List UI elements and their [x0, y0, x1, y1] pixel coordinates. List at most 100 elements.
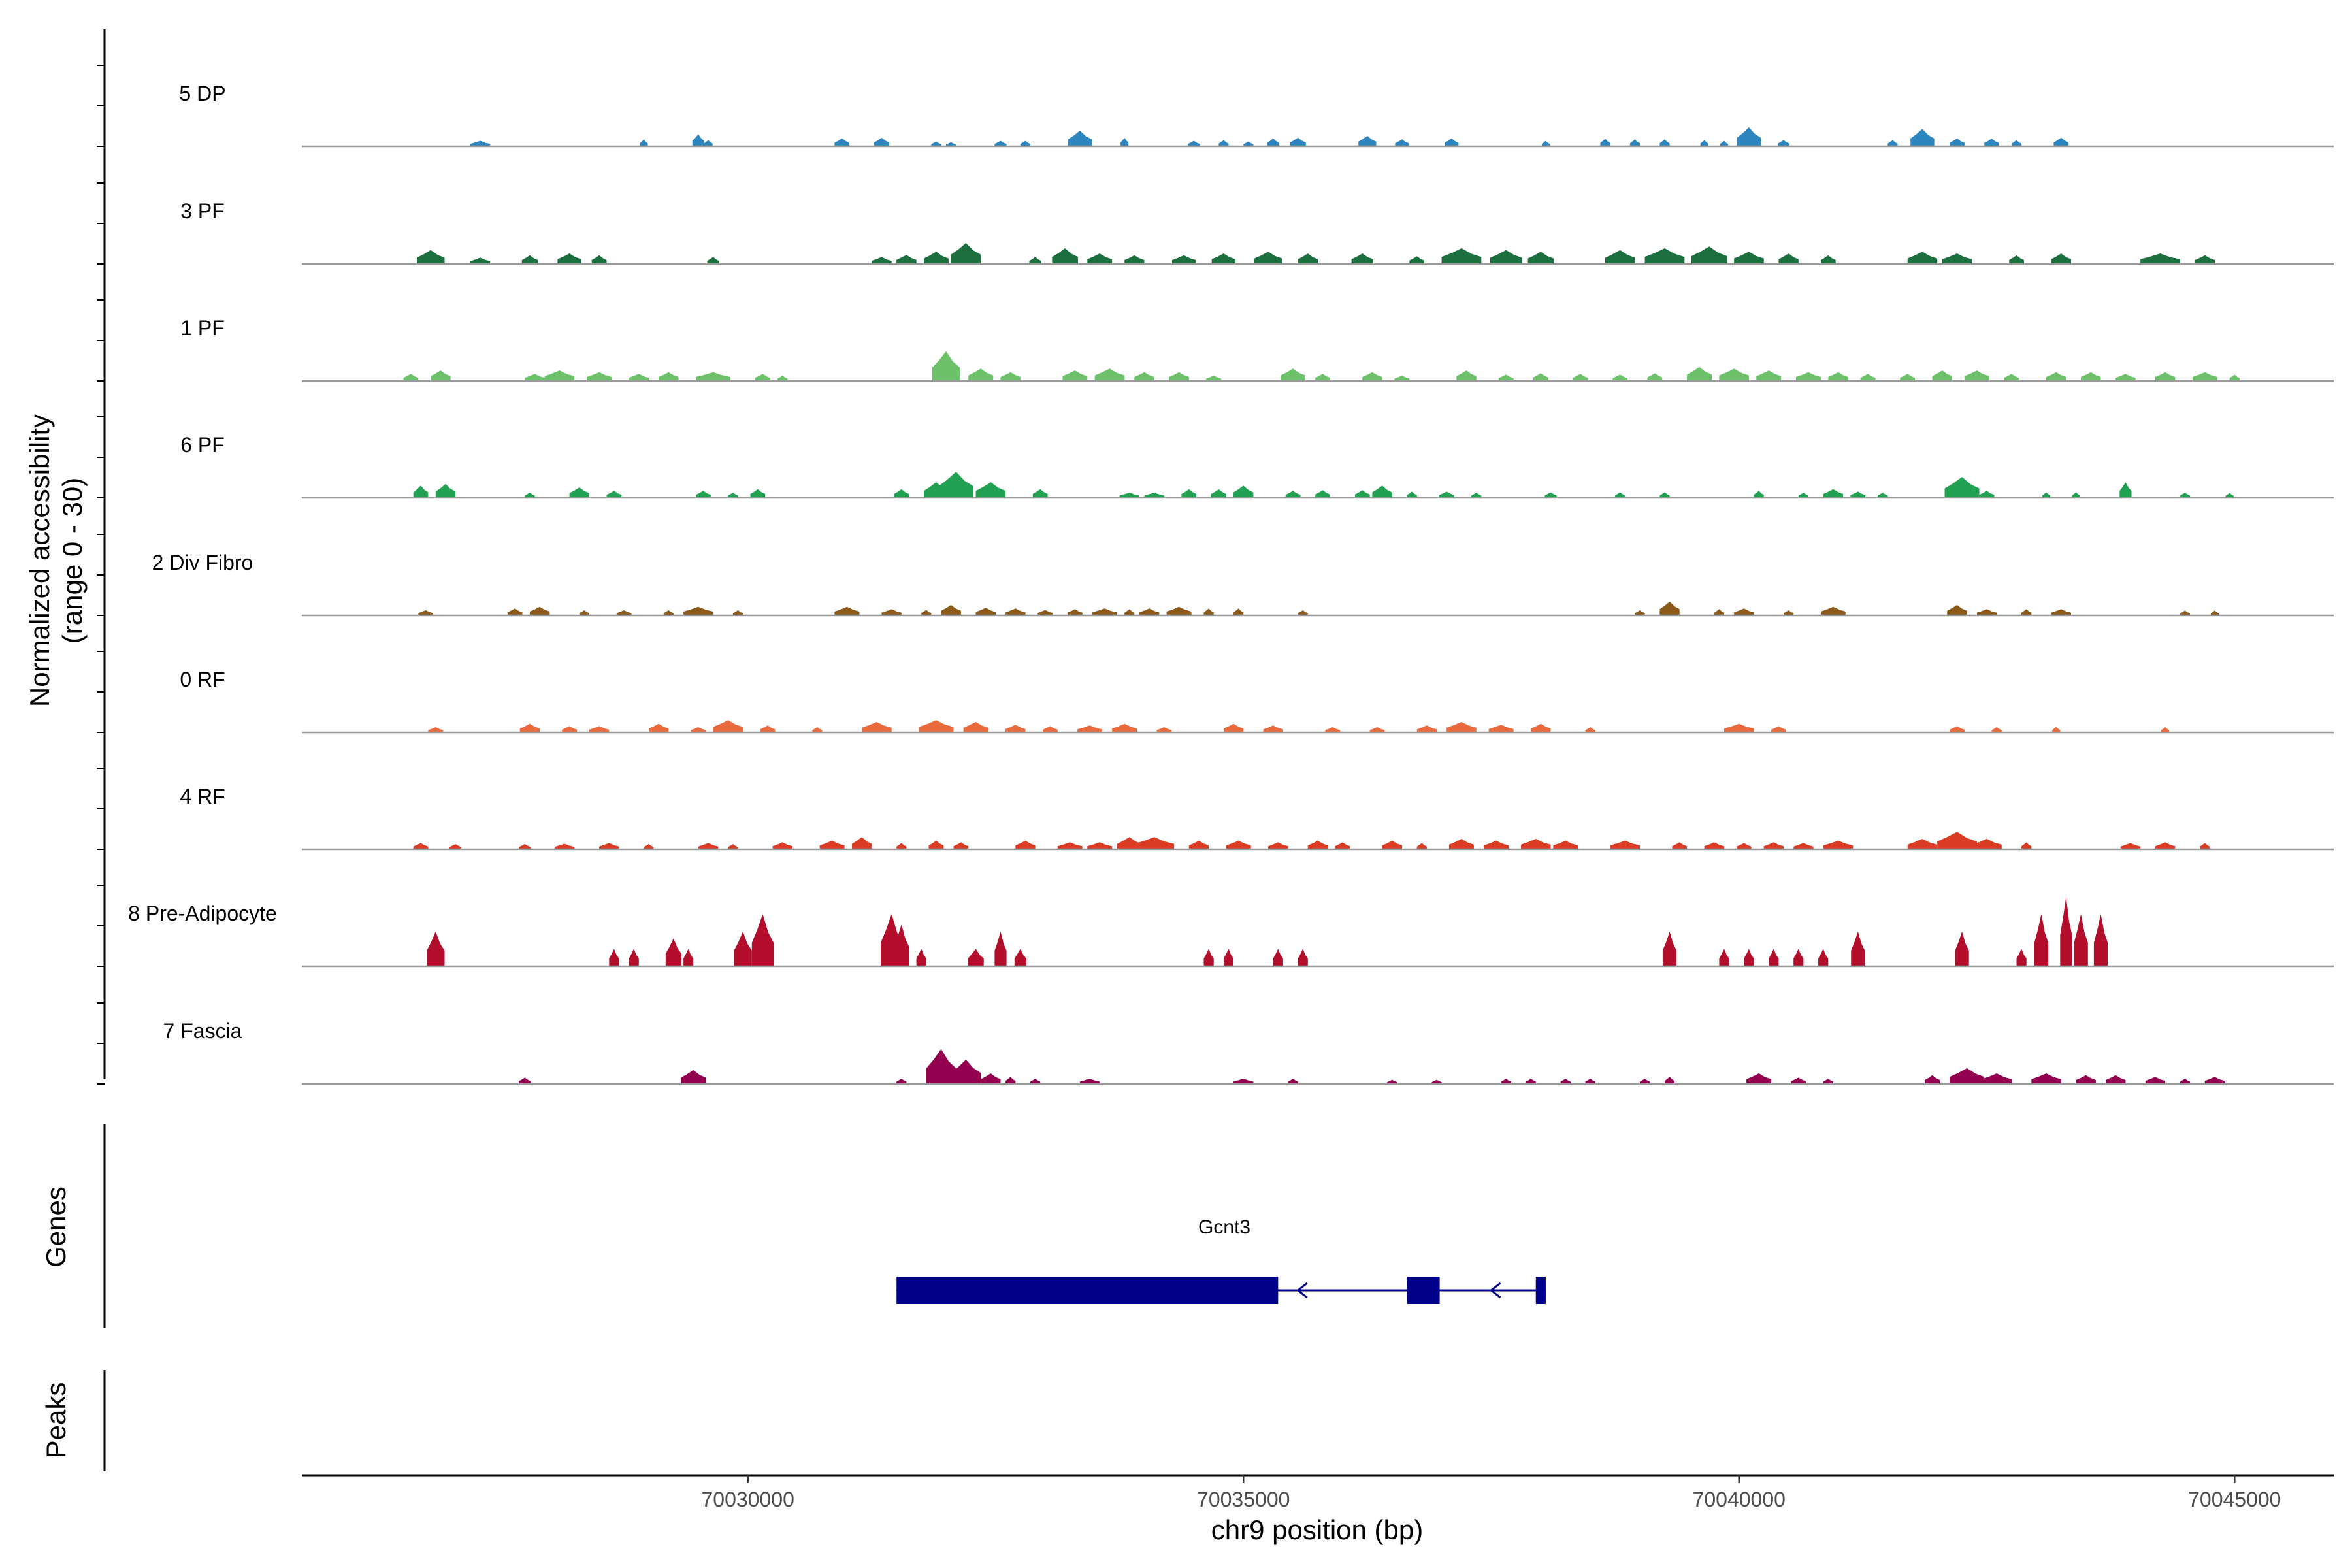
coverage-peak — [1734, 608, 1754, 615]
coverage-peak — [1526, 1079, 1536, 1084]
track-label: 7 Fascia — [163, 1019, 242, 1043]
coverage-peak — [1029, 257, 1041, 264]
coverage-peak — [1635, 610, 1645, 615]
coverage-peak — [1052, 248, 1078, 264]
coverage-peak — [894, 489, 909, 498]
coverage-peak — [1585, 727, 1595, 732]
gene-track: Gcnt3 — [896, 1217, 1546, 1304]
coverage-peak — [1335, 842, 1350, 849]
coverage-peak — [1394, 376, 1410, 381]
coverage-peak — [1387, 1079, 1397, 1084]
coverage-peak — [1062, 370, 1088, 381]
coverage-peak — [1077, 725, 1102, 732]
coverage-peak — [1005, 608, 1026, 615]
coverage-peak — [403, 374, 419, 381]
coverage-peak — [529, 606, 550, 615]
track-4-rf: 4 RF — [180, 785, 2334, 851]
coverage-peak — [2106, 1075, 2126, 1084]
coverage-peak — [707, 257, 719, 264]
coverage-peak — [1771, 726, 1786, 732]
gene-exon — [1535, 1277, 1546, 1304]
coverage-peak — [932, 351, 960, 381]
coverage-peak — [413, 843, 429, 849]
coverage-peak — [521, 255, 538, 264]
coverage-peak — [431, 370, 451, 381]
coverage-peak — [951, 243, 981, 264]
coverage-peak — [1094, 368, 1125, 381]
coverage-peak — [968, 368, 994, 381]
coverage-peak — [1288, 1079, 1298, 1084]
coverage-peak — [629, 949, 639, 966]
coverage-peak — [1979, 491, 1995, 498]
coverage-peak — [893, 924, 909, 966]
coverage-peak — [449, 844, 462, 849]
coverage-peak — [1700, 140, 1708, 146]
track-5-dp: 5 DP — [179, 82, 2334, 148]
coverage-peak — [525, 374, 545, 381]
coverage-peak — [938, 472, 973, 498]
coverage-peak — [1784, 610, 1794, 615]
coverage-peak — [928, 840, 944, 849]
coverage-peak — [1267, 138, 1279, 146]
coverage-peak — [1369, 727, 1385, 732]
coverage-peak — [1937, 832, 1977, 849]
coverage-peak — [599, 843, 619, 849]
coverage-peak — [1791, 1077, 1806, 1084]
coverage-peak — [2195, 255, 2215, 264]
coverage-peak — [507, 608, 523, 615]
coverage-peak — [1416, 725, 1437, 732]
coverage-peak — [1139, 608, 1160, 615]
coverage-peak — [1672, 842, 1688, 849]
coverage-peak — [1372, 485, 1392, 498]
genes-panel-label: Genes — [41, 1186, 71, 1267]
coverage-peak — [881, 609, 902, 615]
coverage-peak — [2180, 610, 2190, 615]
coverage-peak — [2192, 372, 2217, 381]
coverage-peak — [1315, 490, 1330, 498]
coverage-peak — [1687, 367, 1712, 381]
coverage-peak — [1382, 840, 1402, 849]
coverage-peak — [1947, 605, 1967, 615]
accessibility-axis — [97, 29, 106, 1085]
coverage-peak — [896, 843, 907, 849]
coverage-peak — [1531, 723, 1551, 732]
coverage-peak — [683, 606, 713, 615]
coverage-peak — [1744, 949, 1754, 966]
coverage-peak — [1665, 1077, 1675, 1084]
coverage-peak — [579, 610, 589, 615]
coverage-peak — [1600, 139, 1610, 146]
gene-exon — [1407, 1277, 1440, 1304]
coverage-peak — [1233, 1079, 1254, 1084]
coverage-peak — [834, 606, 860, 615]
coverage-peak — [2119, 482, 2132, 498]
coverage-peak — [1005, 1077, 1016, 1084]
coverage-peak — [1662, 931, 1677, 966]
coverage-peak — [2042, 492, 2051, 498]
coverage-peak — [1243, 141, 1254, 146]
coverage-peak — [1932, 370, 1952, 381]
coverage-peak — [1629, 139, 1640, 146]
coverage-peak — [1325, 727, 1341, 732]
coverage-peak — [1439, 491, 1454, 498]
y-axis-title-line2: (range 0 - 30) — [57, 478, 88, 644]
coverage-peak — [1823, 1079, 1833, 1084]
track-label: 5 DP — [179, 82, 225, 105]
coverage-peak — [1878, 493, 1888, 498]
coverage-peak — [569, 487, 589, 498]
track-6-pf: 6 PF — [180, 433, 2334, 499]
coverage-peak — [1734, 252, 1764, 264]
coverage-peak — [589, 726, 610, 732]
coverage-peak — [616, 610, 632, 615]
coverage-peak — [1079, 1079, 1100, 1084]
coverage-peak — [921, 610, 932, 615]
coverage-peak — [713, 720, 743, 732]
coverage-peak — [1976, 609, 1997, 615]
coverage-peak — [1573, 374, 1588, 381]
coverage-peak — [2021, 842, 2032, 849]
coverage-peak — [1268, 842, 1288, 849]
coverage-peak — [1907, 252, 1938, 264]
coverage-peak — [1714, 609, 1724, 615]
coverage-peak — [1746, 1073, 1772, 1084]
strand-arrow — [1296, 1282, 1308, 1299]
coverage-peak — [2016, 949, 2027, 966]
